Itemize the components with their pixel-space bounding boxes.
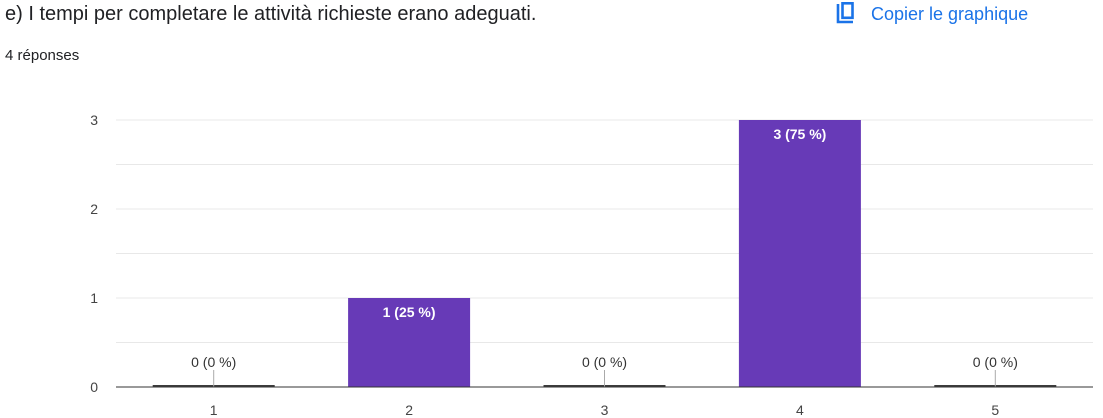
x-tick-label: 1	[210, 402, 218, 418]
y-tick-label: 1	[90, 290, 98, 306]
data-label: 0 (0 %)	[582, 354, 627, 370]
bar	[348, 298, 471, 387]
copy-chart-button[interactable]: Copier le graphique	[833, 0, 1028, 28]
y-tick-label: 2	[90, 201, 98, 217]
x-tick-label: 3	[601, 402, 609, 418]
x-tick-label: 4	[796, 402, 804, 418]
data-label: 0 (0 %)	[973, 354, 1018, 370]
x-tick-label: 5	[991, 402, 999, 418]
copy-chart-label: Copier le graphique	[871, 3, 1029, 24]
bar	[738, 120, 861, 387]
copy-icon	[833, 2, 855, 26]
question-title: e) I tempi per completare le attività ri…	[5, 3, 537, 25]
data-label: 3 (75 %)	[773, 126, 826, 142]
data-label: 1 (25 %)	[383, 304, 436, 320]
data-label: 0 (0 %)	[191, 354, 236, 370]
y-tick-label: 3	[90, 112, 98, 128]
response-count: 4 réponses	[5, 47, 80, 64]
x-tick-label: 2	[405, 402, 413, 418]
y-tick-label: 0	[90, 379, 98, 395]
